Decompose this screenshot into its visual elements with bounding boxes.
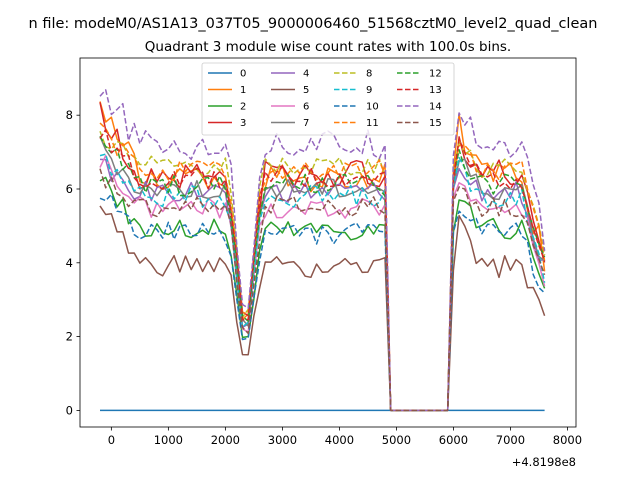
legend-label-13: 13 [429, 85, 442, 96]
legend-label-10: 10 [366, 102, 379, 113]
series-line-9 [99, 153, 546, 412]
x-tick-label-5000: 5000 [382, 433, 411, 447]
series-line-7 [99, 136, 546, 412]
series-line-6 [99, 154, 546, 412]
x-tick-label-8000: 8000 [553, 433, 582, 447]
series-line-1 [99, 101, 546, 412]
legend-label-3: 3 [240, 118, 246, 129]
y-tick-label-8: 8 [66, 108, 73, 122]
series-line-8 [99, 130, 546, 412]
chart-title: Quadrant 3 module wise count rates with … [145, 39, 511, 55]
x-tick-label-3000: 3000 [268, 433, 297, 447]
series-line-11 [99, 122, 546, 412]
axes-frame [79, 57, 577, 428]
series-line-4 [99, 158, 545, 412]
y-tick-label-6: 6 [66, 182, 73, 196]
legend-label-11: 11 [366, 118, 379, 129]
x-tick-label-4000: 4000 [325, 433, 354, 447]
legend-box [201, 62, 455, 136]
x-tick-label-6000: 6000 [439, 433, 468, 447]
series-line-15 [99, 168, 546, 412]
legend-label-12: 12 [429, 69, 442, 80]
legend-label-4: 4 [303, 69, 309, 80]
legend-label-5: 5 [303, 85, 309, 96]
legend-label-7: 7 [303, 118, 309, 129]
y-tick-label-4: 4 [66, 256, 73, 270]
y-tick-label-2: 2 [66, 330, 73, 344]
legend-label-2: 2 [240, 102, 246, 113]
legend-label-6: 6 [303, 102, 309, 113]
series-lines [99, 89, 546, 412]
series-line-2 [99, 176, 546, 412]
x-tick-label-0: 0 [108, 433, 115, 447]
x-tick-label-2000: 2000 [211, 433, 240, 447]
x-offset-label: +4.8198e8 [512, 455, 576, 469]
series-line-3 [99, 102, 546, 412]
legend-label-14: 14 [429, 102, 442, 113]
series-line-13 [99, 128, 546, 412]
legend-label-9: 9 [366, 85, 372, 96]
legend-label-1: 1 [240, 85, 246, 96]
legend-label-8: 8 [366, 69, 372, 80]
legend-label-15: 15 [429, 118, 442, 129]
figure-suptitle: n file: modeM0/AS1A13_037T05_9000006460_… [29, 16, 598, 32]
series-line-5 [99, 205, 546, 412]
plot-area: 0 1000 2000 3000 4000 5000 6000 7000 8000 0 2 4 6 8 0 1… [66, 57, 582, 447]
series-line-10 [99, 193, 546, 412]
series-line-14 [99, 89, 546, 412]
series-line-12 [99, 135, 546, 412]
x-tick-label-7000: 7000 [496, 433, 525, 447]
y-tick-label-0: 0 [66, 403, 73, 417]
legend-label-0: 0 [240, 69, 246, 80]
x-tick-label-1000: 1000 [154, 433, 183, 447]
